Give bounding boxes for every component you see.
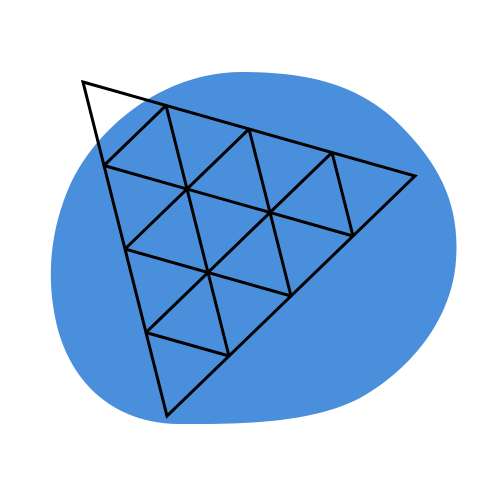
triangle-grid [80,79,418,419]
grid-line [330,151,355,238]
grid-line [164,104,231,358]
grid-line [144,151,334,334]
grid-line [144,331,231,358]
grid-line [102,164,355,238]
grid-line [123,127,251,251]
blob [50,72,457,424]
grid-line [102,104,168,167]
